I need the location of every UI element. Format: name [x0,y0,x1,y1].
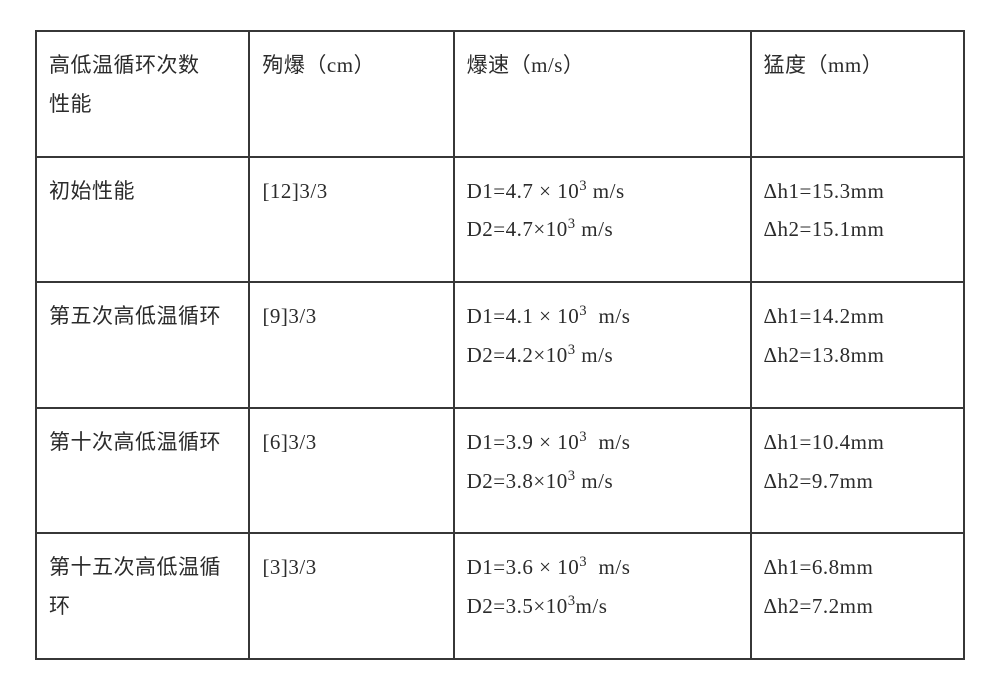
cell-text: Δh2=13.8mm [764,336,953,375]
velocity-cell: D1=3.9 × 103 m/s D2=3.8×103 m/s [454,408,751,534]
velocity-cell: D1=3.6 × 103 m/s D2=3.5×103m/s [454,533,751,659]
brisance-cell: Δh1=15.3mm Δh2=15.1mm [751,157,964,283]
header-text: 高低温循环次数 [49,46,238,85]
cell-text: D1=3.9 × 103 m/s [467,423,740,462]
cell-text: 初始性能 [49,172,238,211]
row-label: 第五次高低温循环 [36,282,249,408]
header-text: 殉爆（cm） [262,46,442,85]
d2-exp: 3 [568,216,576,232]
cell-text: 第十次高低温循环 [49,423,238,462]
xb-cell: [6]3/3 [249,408,453,534]
d2-prefix: D2=4.7×10 [467,217,568,241]
cell-text: [12]3/3 [262,172,442,211]
d2-suffix: m/s [576,594,608,618]
data-table: 高低温循环次数 性能 殉爆（cm） 爆速（m/s） 猛度（mm） 初始性能 [1… [35,30,965,660]
row-label: 初始性能 [36,157,249,283]
d1-prefix: D1=4.7 × 10 [467,179,580,203]
brisance-cell: Δh1=6.8mm Δh2=7.2mm [751,533,964,659]
d1-prefix: D1=3.9 × 10 [467,430,580,454]
d1-suffix: m/s [587,304,630,328]
cell-text: 第十五次高低温循 [49,548,238,587]
page: 高低温循环次数 性能 殉爆（cm） 爆速（m/s） 猛度（mm） 初始性能 [1… [0,0,1000,696]
cell-text: 第五次高低温循环 [49,297,238,336]
d2-prefix: D2=3.5×10 [467,594,568,618]
cell-text: D2=4.2×103 m/s [467,336,740,375]
cell-text: Δh1=10.4mm [764,423,953,462]
cell-text: D1=4.7 × 103 m/s [467,172,740,211]
cell-text: Δh2=15.1mm [764,210,953,249]
header-cycle-count: 高低温循环次数 性能 [36,31,249,157]
table-row: 第十五次高低温循 环 [3]3/3 D1=3.6 × 103 m/s D2=3.… [36,533,964,659]
cell-text: D1=3.6 × 103 m/s [467,548,740,587]
cell-text: [3]3/3 [262,548,442,587]
header-xb: 殉爆（cm） [249,31,453,157]
cell-text: D2=3.8×103 m/s [467,462,740,501]
xb-cell: [12]3/3 [249,157,453,283]
xb-cell: [3]3/3 [249,533,453,659]
d2-exp: 3 [568,468,576,484]
table-row: 第十次高低温循环 [6]3/3 D1=3.9 × 103 m/s D2=3.8×… [36,408,964,534]
velocity-cell: D1=4.7 × 103 m/s D2=4.7×103 m/s [454,157,751,283]
d1-exp: 3 [579,429,587,445]
cell-text: D1=4.1 × 103 m/s [467,297,740,336]
table-header-row: 高低温循环次数 性能 殉爆（cm） 爆速（m/s） 猛度（mm） [36,31,964,157]
cell-text: Δh1=14.2mm [764,297,953,336]
cell-text: Δh2=7.2mm [764,587,953,626]
d2-suffix: m/s [576,217,614,241]
d2-suffix: m/s [576,343,614,367]
d1-suffix: m/s [587,430,630,454]
xb-cell: [9]3/3 [249,282,453,408]
d1-prefix: D1=4.1 × 10 [467,304,580,328]
cell-text: D2=3.5×103m/s [467,587,740,626]
d2-suffix: m/s [576,469,614,493]
d1-exp: 3 [579,303,587,319]
header-text: 猛度（mm） [764,46,953,85]
brisance-cell: Δh1=14.2mm Δh2=13.8mm [751,282,964,408]
header-text: 爆速（m/s） [467,46,740,85]
table-row: 初始性能 [12]3/3 D1=4.7 × 103 m/s D2=4.7×103… [36,157,964,283]
cell-text: 环 [49,587,238,626]
cell-text: D2=4.7×103 m/s [467,210,740,249]
header-text: 性能 [49,85,238,124]
cell-text: Δh2=9.7mm [764,462,953,501]
d2-exp: 3 [568,342,576,358]
header-brisance: 猛度（mm） [751,31,964,157]
d2-prefix: D2=4.2×10 [467,343,568,367]
cell-text: Δh1=15.3mm [764,172,953,211]
velocity-cell: D1=4.1 × 103 m/s D2=4.2×103 m/s [454,282,751,408]
row-label: 第十五次高低温循 环 [36,533,249,659]
d1-exp: 3 [579,178,587,194]
brisance-cell: Δh1=10.4mm Δh2=9.7mm [751,408,964,534]
d2-exp: 3 [568,593,576,609]
cell-text: Δh1=6.8mm [764,548,953,587]
d1-suffix: m/s [587,179,625,203]
d1-prefix: D1=3.6 × 10 [467,555,580,579]
cell-text: [6]3/3 [262,423,442,462]
d2-prefix: D2=3.8×10 [467,469,568,493]
d1-exp: 3 [579,554,587,570]
header-detonation-velocity: 爆速（m/s） [454,31,751,157]
table-row: 第五次高低温循环 [9]3/3 D1=4.1 × 103 m/s D2=4.2×… [36,282,964,408]
row-label: 第十次高低温循环 [36,408,249,534]
cell-text: [9]3/3 [262,297,442,336]
d1-suffix: m/s [587,555,630,579]
